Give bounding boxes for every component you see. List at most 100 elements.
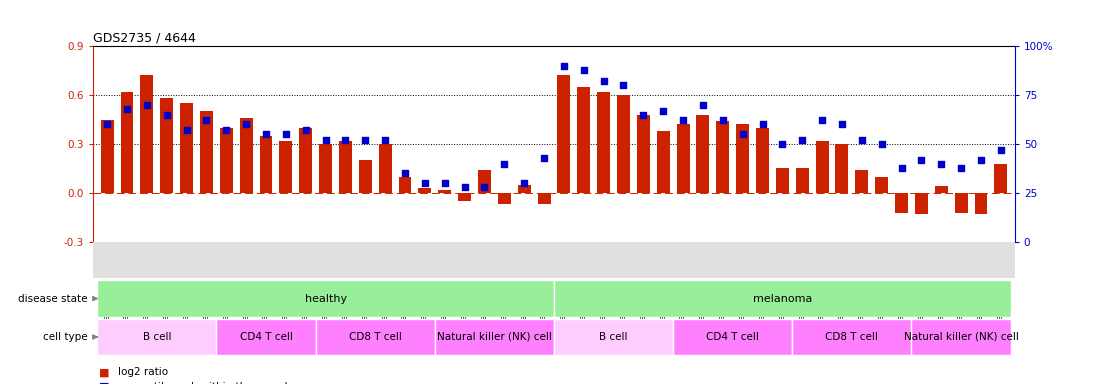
Text: cell type: cell type [43,332,88,342]
Bar [180,103,193,193]
Bar [954,193,968,213]
Text: disease state: disease state [19,293,88,304]
Point [634,112,652,118]
Text: B cell: B cell [143,332,171,342]
Bar [160,98,173,193]
Point [476,184,494,190]
Bar [935,187,948,193]
Text: GDS2735 / 4644: GDS2735 / 4644 [93,32,196,45]
Point [675,118,692,124]
Point [317,137,335,143]
Bar [557,76,570,193]
Bar [577,87,590,193]
Point [297,127,315,133]
Bar [418,188,431,193]
Text: CD8 T cell: CD8 T cell [825,332,879,342]
Bar [319,144,332,193]
Bar [280,141,292,193]
Bar [816,141,828,193]
Point [992,147,1009,153]
Bar [498,193,511,204]
Bar [378,144,392,193]
Point [416,180,433,186]
Point [118,106,136,112]
Bar [98,280,554,317]
Point [833,121,850,127]
Text: log2 ratio: log2 ratio [118,367,169,377]
Text: melanoma: melanoma [753,293,812,304]
Bar [617,95,630,193]
Bar [836,144,848,193]
Bar [915,193,928,214]
Text: CD8 T cell: CD8 T cell [349,332,402,342]
Point [278,131,295,137]
Point [337,137,354,143]
Text: ■: ■ [99,382,110,384]
Bar [101,119,114,193]
Point [436,180,453,186]
Point [614,82,632,88]
Point [913,157,930,163]
Point [575,66,592,73]
Point [793,137,811,143]
Bar [875,177,889,193]
Point [932,161,950,167]
Bar [554,280,1010,317]
Bar [339,141,352,193]
Bar [538,193,551,204]
Point [972,157,989,163]
Bar [216,319,316,355]
Point [516,180,533,186]
Point [853,137,871,143]
Point [237,121,255,127]
Point [257,131,274,137]
Bar [974,193,987,214]
Point [99,121,116,127]
Point [595,78,612,84]
Point [217,127,235,133]
Bar [299,128,313,193]
Bar [219,128,233,193]
Bar [776,169,789,193]
Text: CD4 T cell: CD4 T cell [239,332,293,342]
Bar [657,131,669,193]
Point [773,141,791,147]
Text: healthy: healthy [305,293,347,304]
Bar [98,319,216,355]
Point [655,108,672,114]
Bar [359,161,372,193]
Point [138,102,156,108]
Bar [795,169,808,193]
Point [376,137,394,143]
Bar [994,164,1007,193]
Bar [260,136,272,193]
Bar [597,92,610,193]
Bar [856,170,868,193]
Bar [121,92,134,193]
Point [754,121,771,127]
Bar [716,121,730,193]
Point [197,118,215,124]
Bar [912,319,1010,355]
Point [714,118,732,124]
Text: B cell: B cell [599,332,627,342]
Bar [398,177,411,193]
Bar [439,190,451,193]
Text: CD4 T cell: CD4 T cell [706,332,759,342]
Point [952,164,970,170]
Bar [240,118,252,193]
Bar [792,319,912,355]
Bar [895,193,908,213]
Bar [478,170,491,193]
Point [734,131,751,137]
Point [535,155,553,161]
Point [555,63,573,69]
Text: Natural killer (NK) cell: Natural killer (NK) cell [904,332,1018,342]
Bar [434,319,554,355]
Bar [677,124,690,193]
Bar [200,111,213,193]
Bar [756,128,769,193]
Point [456,184,474,190]
Bar [518,185,531,193]
Point [158,112,176,118]
